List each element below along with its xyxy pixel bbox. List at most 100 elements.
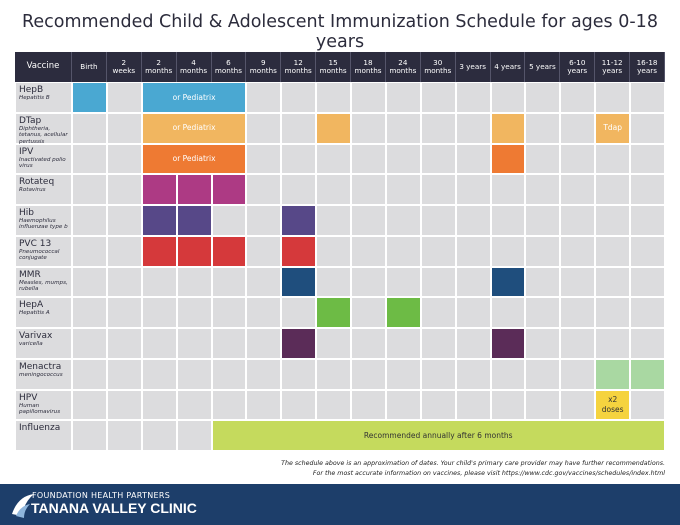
vaccine-description: Inactivated polio virus	[19, 156, 66, 169]
vaccine-description: varicella	[19, 341, 43, 347]
org-name: FOUNDATION HEALTH PARTNERS	[32, 491, 171, 500]
empty-cell	[595, 82, 631, 113]
empty-cell	[385, 328, 421, 359]
empty-cell	[351, 143, 386, 175]
empty-cell	[351, 328, 386, 359]
empty-cell	[246, 205, 282, 236]
empty-cell	[246, 328, 282, 359]
empty-cell	[281, 358, 317, 390]
empty-cell	[281, 174, 317, 205]
empty-cell	[176, 297, 212, 328]
dose-cell	[316, 297, 352, 328]
empty-cell	[455, 82, 491, 113]
empty-cell	[455, 266, 491, 298]
empty-cell	[385, 205, 421, 236]
empty-cell	[141, 420, 177, 451]
empty-cell	[106, 235, 142, 267]
empty-cell	[455, 358, 491, 390]
empty-cell	[246, 297, 282, 328]
empty-cell	[211, 205, 247, 236]
empty-cell	[490, 235, 526, 267]
empty-cell	[106, 266, 142, 298]
empty-cell	[630, 389, 665, 421]
note: For the most accurate information on vac…	[312, 470, 665, 477]
empty-cell	[560, 358, 596, 390]
dose-cell: or Pediatrix	[141, 112, 247, 144]
empty-cell	[525, 205, 561, 236]
vaccine-name: HPV	[19, 392, 38, 403]
dose-cell	[141, 205, 177, 236]
vaccine-cell: Rotateq Rotavirus	[15, 174, 72, 205]
empty-cell	[525, 235, 561, 267]
vaccine-name: Hib	[19, 208, 34, 218]
empty-cell	[246, 174, 282, 205]
empty-cell	[595, 205, 631, 236]
empty-cell	[525, 266, 561, 298]
empty-cell	[106, 82, 142, 113]
dose-cell	[281, 266, 317, 298]
header-cell: 3 years	[455, 52, 491, 82]
header-cell: 12 months	[281, 52, 317, 82]
empty-cell	[106, 143, 142, 175]
empty-cell	[455, 143, 491, 175]
dose-cell	[490, 266, 526, 298]
empty-cell	[385, 235, 421, 267]
vaccine-name: Rotateq	[19, 177, 55, 188]
empty-cell	[420, 235, 456, 267]
empty-cell	[525, 174, 561, 205]
empty-cell	[72, 205, 107, 236]
empty-cell	[560, 235, 596, 267]
vaccine-name: MMR	[19, 269, 41, 280]
empty-cell	[385, 143, 421, 175]
empty-cell	[351, 205, 386, 236]
empty-cell	[316, 266, 352, 298]
dose-cell: Tdap	[595, 112, 631, 144]
vaccine-description: Diphtheria, tetanus, acellular pertussis	[19, 125, 68, 145]
empty-cell	[72, 143, 107, 175]
empty-cell	[351, 266, 386, 298]
empty-cell	[420, 205, 456, 236]
empty-cell	[490, 389, 526, 421]
empty-cell	[246, 143, 282, 175]
empty-cell	[316, 174, 352, 205]
empty-cell	[455, 112, 491, 144]
empty-cell	[385, 358, 421, 390]
vaccine-cell: MMR Measles, mumps, rubella	[15, 266, 72, 298]
empty-cell	[246, 266, 282, 298]
empty-cell	[525, 328, 561, 359]
empty-cell	[525, 143, 561, 175]
empty-cell	[630, 266, 665, 298]
vaccine-name: HepA	[19, 300, 44, 311]
empty-cell	[455, 205, 491, 236]
empty-cell	[246, 358, 282, 390]
empty-cell	[351, 112, 386, 144]
empty-cell	[106, 297, 142, 328]
empty-cell	[176, 266, 212, 298]
empty-cell	[72, 174, 107, 205]
empty-cell	[176, 358, 212, 390]
vaccine-description: Haemophilus influenzae type b	[19, 218, 68, 231]
empty-cell	[316, 205, 352, 236]
empty-cell	[72, 389, 107, 421]
empty-cell	[211, 297, 247, 328]
empty-cell	[560, 205, 596, 236]
header-cell: 4 years	[490, 52, 526, 82]
dose-cell	[211, 235, 247, 267]
vaccine-cell: HepA Hepatitis A	[15, 297, 72, 328]
empty-cell	[420, 143, 456, 175]
empty-cell	[72, 420, 107, 451]
dose-cell	[281, 328, 317, 359]
dose-cell: or Pediatrix	[141, 82, 247, 113]
vaccine-cell: IPV Inactivated polio virus	[15, 143, 72, 175]
empty-cell	[316, 235, 352, 267]
dose-cell	[385, 297, 421, 328]
dose-cell	[316, 112, 352, 144]
header-cell: 4 months	[176, 52, 212, 82]
empty-cell	[351, 358, 386, 390]
dose-cell	[490, 143, 526, 175]
header-cell: 24 months	[385, 52, 421, 82]
empty-cell	[630, 82, 665, 113]
dose-cell	[141, 174, 177, 205]
empty-cell	[141, 328, 177, 359]
clinic-name: TANANA VALLEY CLINIC	[31, 500, 197, 516]
